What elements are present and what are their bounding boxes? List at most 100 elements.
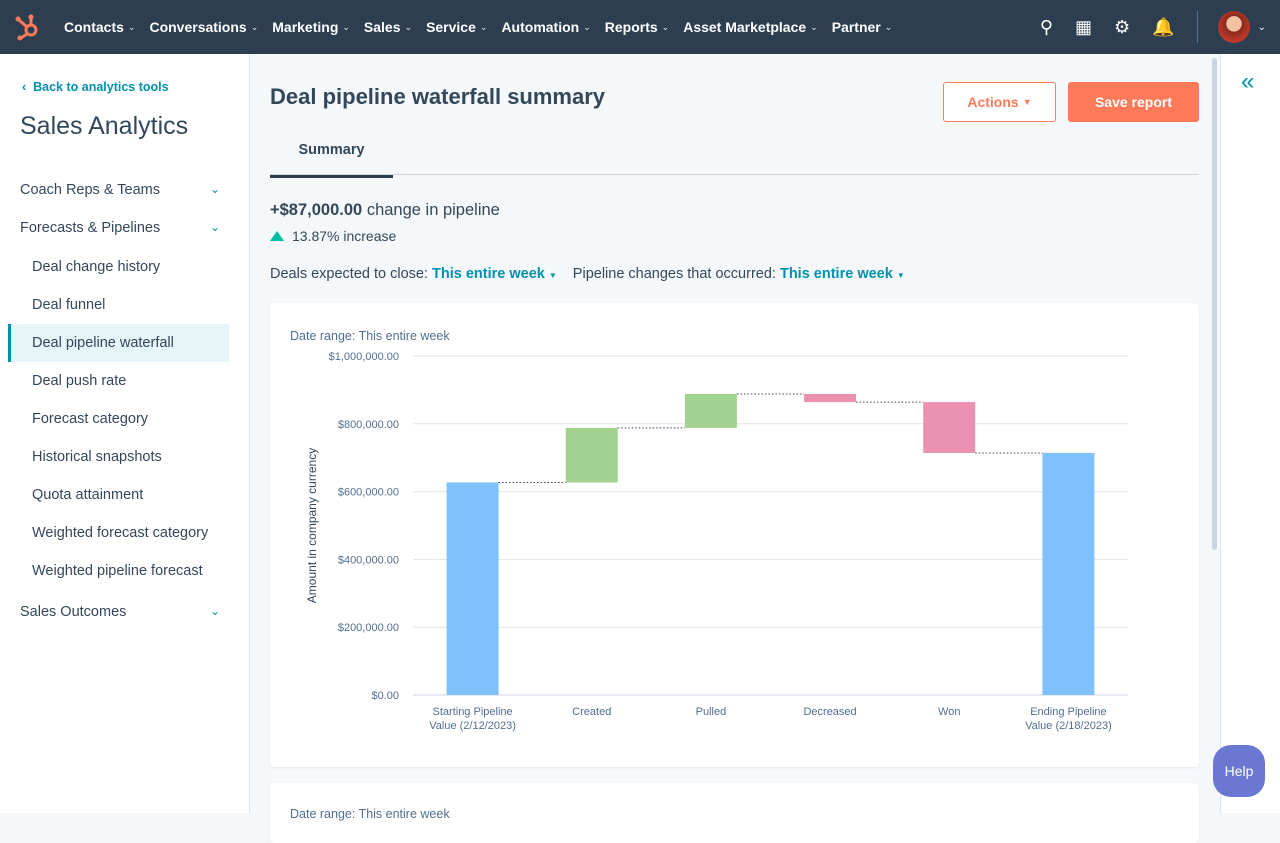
nav-label: Service <box>426 19 476 35</box>
bar-total <box>446 482 499 695</box>
increase-indicator: 13.87% increase <box>270 228 396 244</box>
nav-item-contacts[interactable]: Contacts ⌄ <box>64 19 135 35</box>
y-tick-label: $1,000,000.00 <box>329 351 399 363</box>
chevron-down-icon: ⌄ <box>404 21 413 32</box>
gear-icon[interactable]: ⚙ <box>1114 16 1131 37</box>
y-tick-label: $0.00 <box>371 690 399 702</box>
sidebar-section[interactable]: Coach Reps & Teams ⌄ <box>20 182 220 198</box>
chevron-down-icon: ⌄ <box>1257 21 1266 33</box>
sidebar-item[interactable]: Quota attainment <box>32 487 144 503</box>
chevron-down-icon: ⌄ <box>250 21 259 32</box>
y-tick-label: $600,000.00 <box>338 487 399 499</box>
double-chevron-left-icon[interactable]: « <box>1241 68 1255 95</box>
nav-label: Contacts <box>64 19 124 35</box>
save-report-button[interactable]: Save report <box>1068 82 1199 122</box>
x-tick-label: Created <box>572 706 611 718</box>
chart-title: Date range: This entire week <box>290 329 450 343</box>
nav-label: Conversations <box>149 19 247 35</box>
second-card-date-range: Date range: This entire week <box>290 807 450 821</box>
chart-card: Date range: This entire week Amount in co… <box>270 303 1199 767</box>
change-amount: +$87,000.00 <box>270 201 363 219</box>
change-text: change in pipeline <box>366 201 500 219</box>
chevron-down-icon: ⌄ <box>209 220 220 234</box>
waterfall-chart: Date range: This entire week Amount in co… <box>290 329 1128 732</box>
nav-item-reports[interactable]: Reports ⌄ <box>605 19 669 35</box>
second-card: Date range: This entire week <box>270 783 1199 843</box>
actions-button[interactable]: Actions ▼ <box>943 82 1056 122</box>
nav-item-sales[interactable]: Sales ⌄ <box>364 19 412 35</box>
nav-label: Sales <box>363 19 401 35</box>
page-title: Deal pipeline waterfall summary <box>270 84 606 109</box>
sidebar-item[interactable]: Deal change history <box>32 259 161 275</box>
section-label: Forecasts & Pipelines <box>20 220 161 236</box>
close-filter-label: Deals expected to close: <box>270 266 428 282</box>
search-icon[interactable]: ⚲ <box>1039 16 1054 37</box>
sidebar-item[interactable]: Deal push rate <box>32 373 127 389</box>
chevron-down-icon: ⌄ <box>209 604 220 618</box>
tab-summary[interactable]: Summary <box>270 140 393 178</box>
help-button[interactable]: Help <box>1213 745 1265 797</box>
sidebar-item[interactable]: Deal funnel <box>32 297 106 313</box>
changes-filter-value: This entire week <box>779 266 893 282</box>
chevron-down-icon: ⌄ <box>583 21 591 32</box>
sidebar-item[interactable]: Historical snapshots <box>32 449 162 465</box>
changes-filter-dropdown[interactable]: This entire week ▼ <box>779 266 905 282</box>
x-tick-label: Decreased <box>803 706 856 718</box>
section-label: Coach Reps & Teams <box>20 182 160 198</box>
nav-item-asset-marketplace[interactable]: Asset Marketplace ⌄ <box>683 19 818 35</box>
top-nav: Contacts ⌄ Conversations ⌄ Marketing ⌄ Sales ⌄ S… <box>0 0 1280 54</box>
chevron-down-icon: ⌄ <box>209 182 220 196</box>
scrollbar[interactable] <box>1212 58 1217 550</box>
back-link[interactable]: ‹ Back to analytics tools <box>22 80 169 94</box>
main-content: Deal pipeline waterfall summary Actions ▼… <box>250 54 1210 843</box>
sidebar-item[interactable]: Weighted forecast category <box>32 525 209 541</box>
nav-label: Partner <box>831 19 881 35</box>
marketplace-icon[interactable]: ▦ <box>1075 16 1093 37</box>
section-label: Sales Outcomes <box>20 604 127 620</box>
x-tick-label: Value (2/18/2023) <box>1025 720 1112 732</box>
sidebar: ‹ Back to analytics tools Sales Analytic… <box>0 54 250 813</box>
pipeline-change: +$87,000.00 change in pipeline <box>270 201 500 220</box>
bell-icon[interactable]: 🔔 <box>1152 16 1175 37</box>
close-filter-value: This entire week <box>432 266 545 282</box>
sidebar-item[interactable]: Weighted pipeline forecast <box>32 563 203 579</box>
y-tick-label: $200,000.00 <box>338 622 399 634</box>
nav-item-partner[interactable]: Partner ⌄ <box>832 19 893 35</box>
increase-text: 13.87% increase <box>292 228 397 244</box>
actions-label: Actions <box>967 94 1019 110</box>
bar-decrease <box>804 393 857 403</box>
y-axis-label: Amount in company currency <box>305 448 319 603</box>
nav-item-automation[interactable]: Automation ⌄ <box>501 19 590 35</box>
nav-item-conversations[interactable]: Conversations ⌄ <box>149 19 258 35</box>
close-filter-dropdown[interactable]: This entire week ▼ <box>432 266 557 282</box>
chevron-down-icon: ⌄ <box>661 21 670 32</box>
y-tick-label: $800,000.00 <box>338 419 399 431</box>
sidebar-item[interactable]: Deal pipeline waterfall <box>8 324 229 362</box>
back-label: Back to analytics tools <box>33 80 169 94</box>
chevron-down-icon: ⌄ <box>342 21 350 32</box>
sidebar-section[interactable]: Sales Outcomes ⌄ <box>20 604 220 620</box>
y-tick-label: $400,000.00 <box>338 554 399 566</box>
sidebar-section[interactable]: Forecasts & Pipelines ⌄ <box>20 220 220 236</box>
nav-label: Reports <box>604 19 658 35</box>
avatar <box>1217 11 1250 43</box>
filters: Deals expected to close: This entire wee… <box>270 266 905 282</box>
hubspot-logo[interactable] <box>14 13 42 41</box>
bar-increase <box>684 393 737 428</box>
nav-label: Marketing <box>272 19 339 35</box>
account-menu[interactable]: ⌄ <box>1196 11 1266 43</box>
x-tick-label: Starting Pipeline <box>433 706 513 718</box>
x-tick-label: Ending Pipeline <box>1030 706 1106 718</box>
right-panel: « <box>1220 54 1280 813</box>
changes-filter-label: Pipeline changes that occurred: <box>572 266 776 282</box>
up-triangle-icon <box>270 231 284 241</box>
caret-down-icon: ▼ <box>1022 97 1032 107</box>
nav-label: Automation <box>501 19 580 35</box>
nav-item-marketing[interactable]: Marketing ⌄ <box>272 19 350 35</box>
chevron-down-icon: ⌄ <box>127 21 136 32</box>
nav-item-service[interactable]: Service ⌄ <box>426 19 487 35</box>
chevron-down-icon: ⌄ <box>479 21 488 32</box>
sidebar-item[interactable]: Forecast category <box>32 411 149 427</box>
bar-increase <box>565 427 618 483</box>
nav-label: Asset Marketplace <box>683 19 807 35</box>
